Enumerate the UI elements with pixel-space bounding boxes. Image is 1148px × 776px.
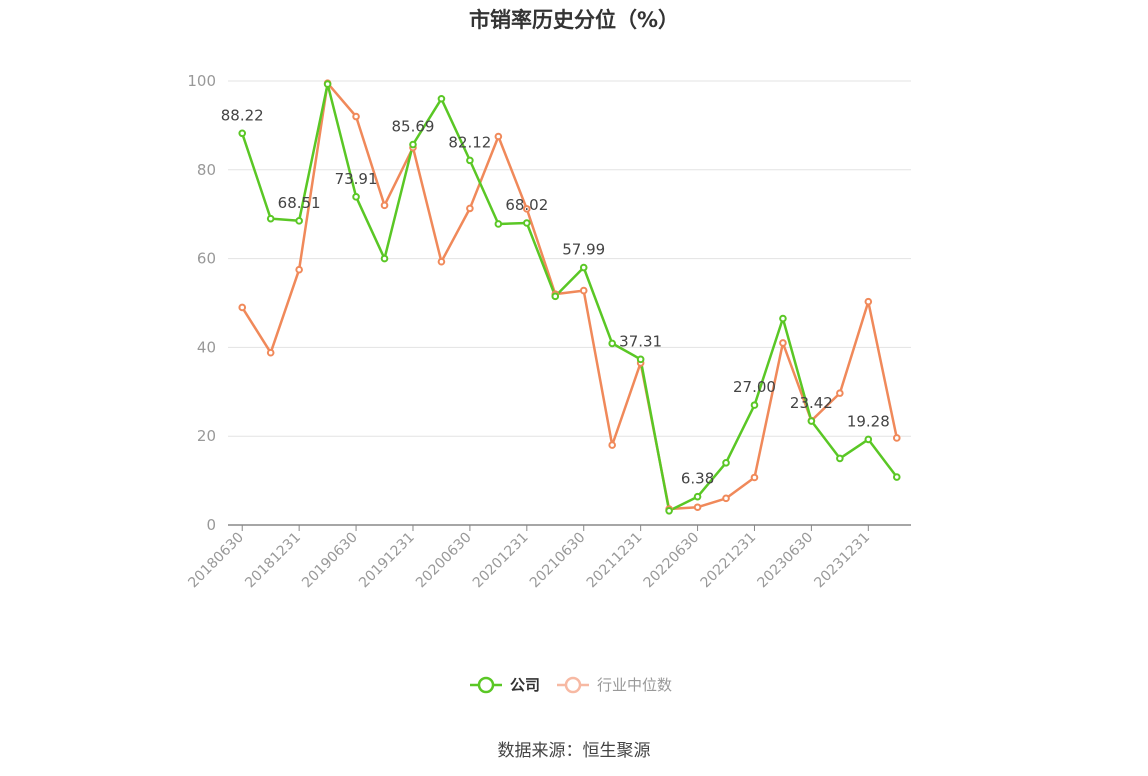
data-point bbox=[295, 265, 303, 274]
data-point bbox=[750, 401, 759, 409]
x-tick-label: 20221231 bbox=[698, 530, 760, 592]
data-point bbox=[352, 112, 360, 121]
x-tick-label: 20191231 bbox=[356, 530, 418, 592]
data-point bbox=[523, 219, 531, 227]
data-point bbox=[779, 339, 787, 347]
x-tick-label: 20210630 bbox=[527, 530, 589, 592]
data-point bbox=[295, 217, 303, 225]
data-point bbox=[665, 506, 673, 515]
x-tick-label: 20181231 bbox=[242, 530, 304, 592]
data-label: 27.00 bbox=[733, 378, 776, 396]
data-point bbox=[750, 473, 759, 482]
legend-marker bbox=[564, 676, 582, 694]
series-lines bbox=[238, 79, 901, 515]
data-label: 88.22 bbox=[221, 106, 264, 124]
y-tick-label: 40 bbox=[197, 338, 216, 356]
data-label: 23.42 bbox=[790, 394, 833, 412]
data-labels: 88.22 68.51 73.91 85.69 82.12 68.02 57.99 37.31… bbox=[221, 106, 890, 487]
data-point bbox=[836, 454, 844, 463]
data-point bbox=[864, 435, 873, 444]
data-point bbox=[437, 257, 446, 266]
x-tick-label: 20231231 bbox=[811, 530, 873, 592]
x-tick-label: 20211231 bbox=[584, 530, 646, 592]
y-tick-label: 20 bbox=[197, 427, 216, 445]
data-point bbox=[779, 314, 787, 323]
data-point bbox=[579, 286, 588, 295]
data-point bbox=[523, 205, 531, 213]
data-point bbox=[380, 254, 389, 263]
data-point bbox=[608, 339, 616, 348]
data-point bbox=[892, 473, 901, 481]
data-point bbox=[608, 441, 616, 449]
data-label: 85.69 bbox=[392, 118, 435, 136]
data-point bbox=[466, 204, 474, 213]
data-point bbox=[836, 389, 844, 397]
legend-label: 行业中位数 bbox=[597, 676, 672, 694]
y-tick-label: 100 bbox=[187, 72, 216, 90]
y-tick-label: 0 bbox=[206, 516, 216, 534]
data-label: 37.31 bbox=[619, 332, 662, 350]
gridlines bbox=[228, 80, 911, 437]
data-point bbox=[323, 80, 332, 88]
x-tick-label: 20220630 bbox=[641, 530, 703, 592]
data-label: 57.99 bbox=[562, 241, 605, 259]
chart-title: 市销率历史分位（%） bbox=[468, 8, 680, 32]
data-point bbox=[864, 297, 873, 306]
series-line bbox=[241, 81, 899, 511]
data-point bbox=[352, 193, 360, 201]
legend-item-company: 公司 bbox=[470, 676, 540, 694]
data-point bbox=[693, 492, 702, 501]
y-tick-label: 60 bbox=[197, 250, 216, 268]
data-point bbox=[494, 220, 503, 228]
data-source-note: 数据来源：恒生聚源 bbox=[497, 741, 651, 761]
data-point bbox=[807, 417, 816, 425]
data-point bbox=[494, 132, 503, 141]
data-point bbox=[266, 348, 275, 357]
data-point bbox=[380, 201, 389, 210]
data-point bbox=[636, 355, 645, 364]
data-point bbox=[266, 214, 275, 223]
data-label: 19.28 bbox=[847, 412, 890, 430]
x-tick-label: 20201231 bbox=[470, 530, 532, 592]
legend-item-industry-median: 行业中位数 bbox=[557, 676, 672, 694]
legend-marker bbox=[477, 676, 495, 694]
data-point bbox=[466, 156, 474, 165]
data-point bbox=[238, 303, 247, 312]
data-point bbox=[722, 494, 730, 503]
x-tick-label: 20180630 bbox=[185, 530, 247, 592]
x-tick-label: 20200630 bbox=[413, 530, 475, 592]
data-label: 73.91 bbox=[335, 170, 378, 188]
data-point bbox=[409, 140, 417, 149]
x-tick-label: 20230630 bbox=[755, 530, 817, 592]
data-point bbox=[892, 434, 901, 442]
legend: 公司 行业中位数 bbox=[470, 676, 672, 694]
data-label: 68.51 bbox=[278, 194, 321, 212]
data-point bbox=[693, 503, 702, 512]
data-label: 82.12 bbox=[448, 133, 491, 151]
axes: 0 20 40 60 80 100 2018063020181231201906302019… bbox=[185, 72, 911, 591]
data-point bbox=[579, 263, 588, 272]
data-label: 68.02 bbox=[505, 196, 548, 214]
data-point bbox=[722, 459, 730, 467]
data-point bbox=[551, 292, 560, 301]
legend-label: 公司 bbox=[510, 676, 540, 694]
y-tick-label: 80 bbox=[197, 161, 216, 179]
data-point bbox=[437, 94, 446, 103]
series-line bbox=[241, 82, 898, 513]
data-point bbox=[238, 129, 247, 138]
data-label: 6.38 bbox=[681, 470, 714, 488]
x-tick-label: 20190630 bbox=[299, 530, 361, 592]
